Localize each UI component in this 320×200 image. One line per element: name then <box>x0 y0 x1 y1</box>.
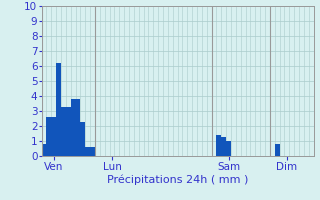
Bar <box>76 99 80 156</box>
Bar <box>51 117 56 156</box>
Bar <box>71 99 76 156</box>
Bar <box>275 144 280 156</box>
Bar <box>221 137 226 156</box>
Bar <box>226 141 231 156</box>
Bar <box>56 63 61 156</box>
Bar <box>66 106 71 156</box>
Bar <box>216 135 221 156</box>
Bar <box>85 147 90 156</box>
Bar <box>90 147 95 156</box>
X-axis label: Précipitations 24h ( mm ): Précipitations 24h ( mm ) <box>107 174 248 185</box>
Bar <box>80 121 85 156</box>
Bar <box>42 144 46 156</box>
Bar <box>46 117 51 156</box>
Bar <box>61 106 66 156</box>
